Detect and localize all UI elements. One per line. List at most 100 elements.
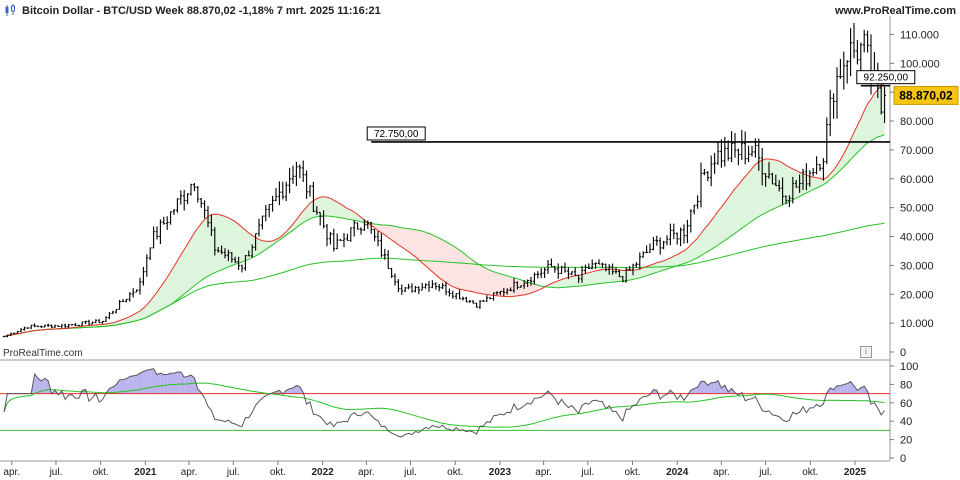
rsi-fill-segment	[119, 379, 123, 394]
x-tick-label: 2021	[134, 467, 157, 478]
price-bar	[448, 288, 451, 297]
price-bar	[594, 262, 597, 270]
ma-fill-segment	[463, 252, 467, 291]
ma-fill-segment	[347, 208, 351, 220]
price-bar	[539, 268, 543, 279]
price-bar	[386, 250, 390, 270]
price-bar	[182, 189, 186, 211]
ma-fill-segment	[864, 103, 868, 146]
ma-fill-segment	[578, 274, 582, 287]
ma-fill-segment	[874, 89, 878, 139]
price-bar	[193, 183, 196, 192]
ma-fill-segment	[384, 224, 389, 238]
ma-fill-segment	[517, 278, 521, 296]
ma-fill-segment	[466, 255, 470, 292]
price-bar	[390, 267, 393, 278]
price-bar	[624, 267, 628, 283]
price-bar	[570, 271, 574, 276]
price-bar	[152, 226, 155, 249]
rsi-y-tick-label: 100	[900, 361, 918, 373]
price-bar	[305, 170, 308, 199]
site-link[interactable]: www.ProRealTime.com	[834, 5, 956, 17]
ma-fill-segment	[595, 270, 599, 285]
ma-fill-segment	[707, 220, 712, 252]
price-bar	[774, 174, 778, 187]
rsi-signal-line	[3, 382, 885, 428]
x-tick-label: jul.	[49, 467, 63, 478]
price-bar	[97, 319, 101, 324]
price-bar	[356, 222, 359, 230]
price-bar	[822, 158, 825, 181]
rsi-fill-segment	[843, 383, 848, 394]
price-bar	[475, 302, 478, 308]
price-bar	[835, 67, 839, 119]
price-bar	[798, 174, 801, 193]
ma-fill-segment	[527, 282, 531, 294]
ma-fill-segment	[187, 238, 191, 292]
price-bar	[414, 285, 417, 293]
price-bar	[801, 168, 805, 190]
ma-fill-segment	[422, 231, 426, 266]
ma-fill-segment	[718, 207, 722, 246]
price-bar	[189, 183, 193, 196]
price-bar	[148, 247, 152, 261]
price-bar	[733, 133, 737, 158]
price-bar	[383, 248, 387, 260]
price-bar	[118, 299, 121, 310]
price-bar	[784, 195, 788, 204]
ma-fill-segment	[293, 219, 297, 231]
price-bar	[482, 299, 485, 302]
ma-fill-segment	[507, 275, 511, 297]
rsi-fill-segment	[187, 375, 191, 394]
rsi-fill-segment	[140, 371, 144, 394]
price-bar	[458, 289, 461, 300]
price-bar	[805, 163, 808, 191]
rsi-fill-segment	[711, 382, 715, 394]
price-bar	[638, 252, 642, 270]
ma-fill-segment	[340, 204, 344, 219]
price-bar	[12, 332, 16, 335]
rsi-fill-segment	[133, 375, 137, 394]
ma-fill-segment	[150, 296, 154, 316]
ma-fill-segment	[333, 200, 338, 218]
y-tick-label: 50.000	[900, 203, 934, 215]
ma-fill-segment	[840, 153, 844, 171]
price-bar	[257, 218, 261, 237]
ma-fill-segment	[670, 256, 674, 268]
x-tick-label: 2023	[489, 467, 512, 478]
rsi-overbought-fill	[31, 368, 871, 394]
price-bar	[261, 215, 264, 230]
price-bar	[210, 214, 213, 236]
ma-fill-segment	[167, 271, 171, 307]
price-bar	[291, 165, 295, 184]
price-bar	[771, 172, 774, 185]
ma-fill-segment	[228, 217, 232, 267]
price-bar	[230, 252, 234, 263]
price-bar	[471, 300, 475, 304]
price-bar	[301, 160, 305, 182]
x-tick-label: jul.	[226, 467, 240, 478]
price-bar	[203, 200, 206, 219]
ma-fill-segment	[391, 225, 395, 243]
price-bar	[590, 259, 594, 270]
ma-fill-segment	[493, 271, 497, 296]
ma-fill-segment	[483, 267, 487, 295]
ma-fill-segment	[646, 265, 650, 276]
price-bar	[407, 283, 410, 290]
price-bar	[233, 256, 237, 264]
price-bar	[808, 170, 812, 187]
ma-fill-segment	[575, 275, 579, 287]
ma-fill-segment	[673, 254, 678, 267]
ma-fill-segment	[786, 165, 790, 204]
ma-fill-segment	[775, 160, 780, 208]
ma-fill-segment	[296, 215, 300, 228]
price-bar	[278, 181, 281, 206]
info-icon[interactable]: i	[860, 346, 872, 358]
price-bar	[196, 186, 200, 203]
ma-fill-segment	[238, 224, 242, 264]
ma-fill-segment	[792, 168, 797, 200]
ma-fill-segment	[327, 197, 331, 217]
ma-fill-segment	[510, 276, 514, 297]
price-bar	[686, 219, 689, 244]
